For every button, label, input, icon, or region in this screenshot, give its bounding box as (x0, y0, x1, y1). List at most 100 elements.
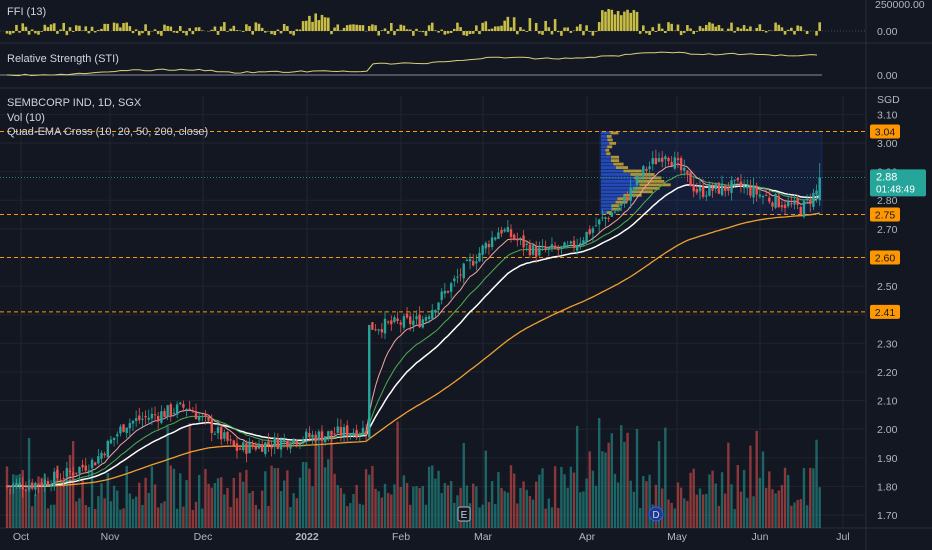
ffi-bar (692, 31, 695, 35)
volume-bar (311, 486, 314, 528)
candle-body (774, 194, 777, 208)
ffi-bar (131, 31, 135, 34)
volume-bar (481, 504, 484, 528)
volume-bar (635, 428, 639, 528)
candle-body (809, 200, 812, 205)
volume-bar (125, 465, 128, 528)
candle-body (790, 203, 793, 205)
ffi-bar (270, 31, 273, 35)
ffi-bar (371, 24, 374, 31)
candle-body (648, 166, 651, 170)
candle-body (657, 158, 661, 162)
profile-bar-up (601, 152, 607, 156)
level-tag (870, 250, 900, 265)
candle-body (645, 168, 648, 171)
volume-bar (601, 451, 604, 528)
candle-body (292, 438, 295, 444)
candle-body (134, 418, 138, 421)
price-tick-label: 3.00 (877, 138, 898, 150)
ffi-bar (471, 31, 475, 34)
volume-legend[interactable]: Vol (10) (7, 112, 45, 124)
ffi-bar (327, 17, 330, 31)
volume-bar (339, 487, 343, 528)
symbol-title[interactable]: SEMBCORP IND, 1D, SGX (7, 97, 142, 109)
candle-body (109, 439, 113, 444)
ffi-bar (446, 31, 450, 34)
price-tick-label: 2.20 (877, 367, 898, 379)
candle-body (563, 242, 566, 249)
volume-bar (670, 502, 673, 528)
ffi-bar (638, 31, 642, 34)
volume-bar (544, 508, 547, 528)
candle-body (242, 442, 245, 451)
ffi-bar (87, 31, 91, 34)
candle-body (210, 419, 213, 433)
profile-bar-down (615, 166, 629, 169)
time-axis[interactable]: Oct Nov Dec 2022 Feb Mar Apr May Jun Jul (13, 531, 850, 543)
candle-body (582, 240, 585, 245)
volume-bar (216, 478, 220, 528)
candle-body (220, 426, 223, 440)
candle-body (409, 316, 412, 325)
candle-body (84, 465, 87, 471)
ffi-bar (534, 22, 538, 31)
rs-legend[interactable]: Relative Strength (STI) (7, 53, 119, 65)
candle-body (21, 485, 24, 490)
candle-body (746, 185, 749, 189)
volume-bar (673, 508, 676, 528)
volume-bar (40, 477, 43, 528)
ffi-bar (509, 27, 513, 31)
volume-bar (298, 477, 302, 528)
ffi-bar (56, 31, 59, 34)
ffi-bar (405, 29, 409, 31)
candle-body (421, 319, 424, 328)
ffi-bar (585, 25, 588, 31)
candle-body (475, 261, 478, 264)
ffi-bar (30, 29, 34, 31)
level-tag (870, 304, 900, 319)
ffi-bar (34, 31, 37, 34)
volume-bar (667, 499, 670, 528)
ema-legend[interactable]: Quad-EMA Cross (10, 20, 50, 200, close) (7, 126, 209, 138)
ffi-bar (5, 31, 9, 34)
time-tick-label: Dec (194, 531, 213, 543)
volume-bar (34, 494, 37, 528)
ffi-legend[interactable]: FFI (13) (7, 6, 47, 18)
ffi-bar (21, 23, 25, 31)
candle-body (260, 444, 264, 452)
profile-bar-up (601, 183, 640, 187)
candle-body (752, 186, 755, 198)
volume-bar (128, 493, 132, 528)
ffi-bar (276, 29, 280, 31)
volume-bar (320, 430, 324, 528)
ffi-bar (484, 21, 488, 31)
ffi-bar (349, 24, 352, 31)
volume-bar (119, 509, 122, 528)
volume-bar (31, 506, 34, 528)
ffi-bar (553, 19, 557, 31)
ffi-bar (191, 31, 195, 35)
volume-bar (730, 484, 733, 528)
candle-body (361, 427, 365, 435)
volume-bar (163, 501, 166, 528)
candle-body (812, 192, 815, 207)
candle-body (24, 489, 28, 491)
volume-bar (557, 507, 560, 528)
ffi-bar (18, 31, 21, 33)
ffi-bar (708, 22, 711, 31)
volume-bar (497, 472, 500, 528)
ffi-bar (27, 31, 31, 35)
volume-bar (415, 486, 418, 528)
volume-bar (260, 490, 264, 528)
candle-body (566, 244, 569, 246)
volume-bar (116, 490, 119, 528)
candle-body (667, 157, 670, 162)
ffi-bar (522, 29, 525, 31)
volume-bar (695, 494, 699, 528)
volume-bar (267, 505, 270, 528)
ffi-bar (97, 29, 100, 31)
ffi-bar (103, 23, 106, 31)
ffi-bar (169, 26, 173, 31)
